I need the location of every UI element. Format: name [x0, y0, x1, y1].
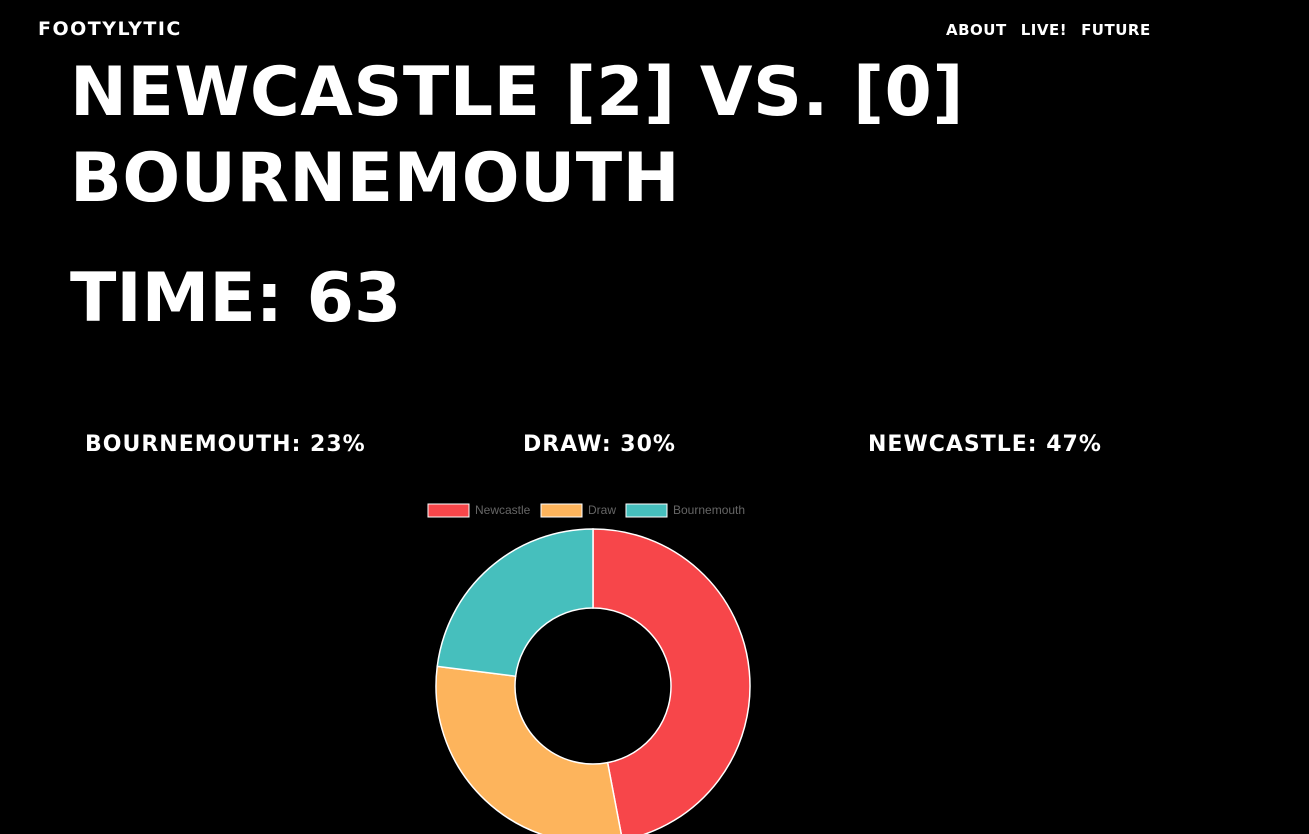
legend-label: Newcastle: [475, 503, 531, 517]
top-nav: ABOUT LIVE! FUTURE: [946, 21, 1151, 39]
legend-item-bournemouth[interactable]: Bournemouth: [625, 503, 745, 518]
match-headline: NEWCASTLE [2] VS. [0] BOURNEMOUTH: [70, 53, 964, 218]
prob-draw: DRAW: 30%: [523, 432, 676, 457]
legend-swatch: [540, 503, 583, 518]
prob-bournemouth: BOURNEMOUTH: 23%: [85, 432, 366, 457]
prob-newcastle: NEWCASTLE: 47%: [868, 432, 1102, 457]
nav-about[interactable]: ABOUT: [946, 21, 1007, 39]
slice-bournemouth[interactable]: [436, 528, 594, 678]
legend-swatch: [625, 503, 668, 518]
legend-swatch: [427, 503, 470, 518]
slice-draw[interactable]: [435, 665, 622, 834]
legend-label: Bournemouth: [673, 503, 745, 517]
brand-logo[interactable]: FOOTYLYTIC: [38, 18, 182, 40]
slice-newcastle[interactable]: [592, 528, 751, 834]
nav-live[interactable]: LIVE!: [1020, 21, 1068, 39]
nav-future[interactable]: FUTURE: [1081, 21, 1151, 39]
legend-item-draw[interactable]: Draw: [540, 503, 616, 518]
legend-label: Draw: [588, 503, 616, 517]
legend-item-newcastle[interactable]: Newcastle: [427, 503, 531, 518]
match-time: TIME: 63: [70, 259, 402, 338]
